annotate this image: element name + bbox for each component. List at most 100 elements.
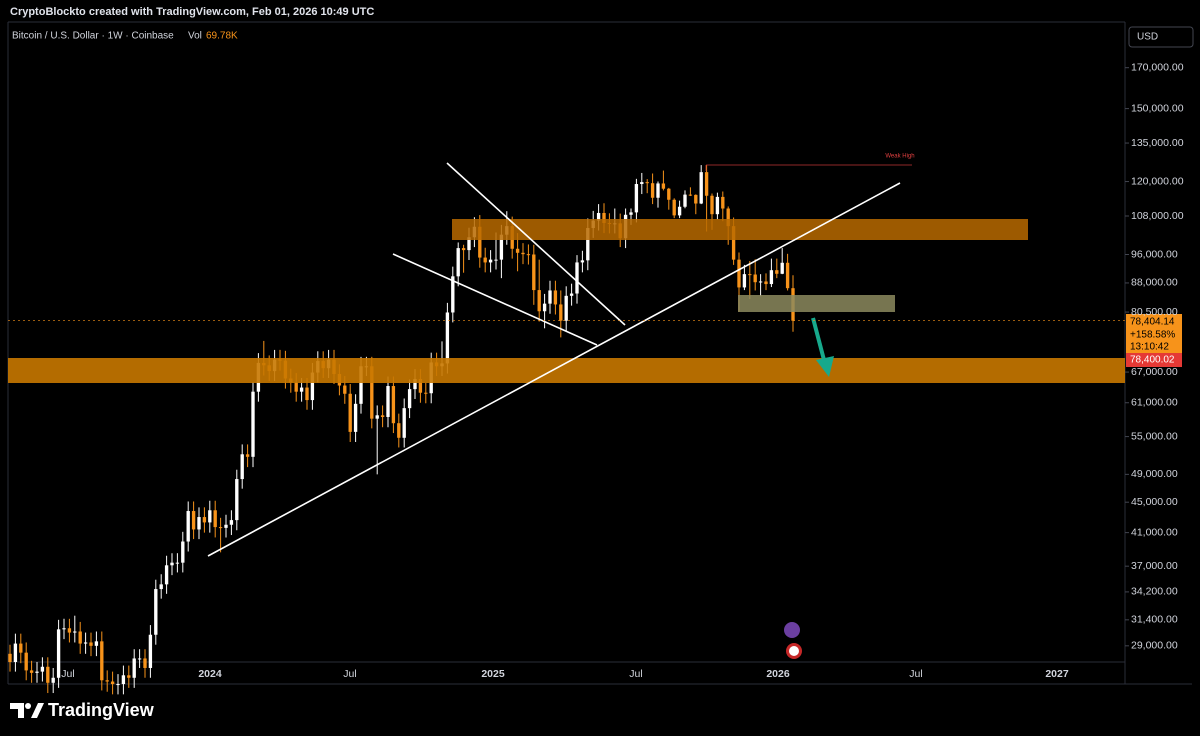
candle-body xyxy=(56,629,61,678)
candle-body xyxy=(661,183,666,189)
candle-body xyxy=(451,276,455,313)
weak-high-label: Weak High xyxy=(885,154,914,160)
candle-body xyxy=(559,304,563,321)
candle-body xyxy=(370,366,374,419)
candle-body xyxy=(677,206,682,216)
candle-body xyxy=(575,262,579,294)
candle-body xyxy=(650,183,655,198)
candle-body xyxy=(758,281,763,283)
candle-body xyxy=(46,666,50,683)
candle-body xyxy=(116,684,120,686)
candle-body xyxy=(456,248,460,277)
resistance-zone xyxy=(452,219,1028,240)
candle-body xyxy=(294,382,298,392)
y-tick-label: 49,000.00 xyxy=(1131,468,1178,480)
candle-body xyxy=(137,658,142,660)
logo: TradingView xyxy=(10,700,155,720)
candle-body xyxy=(343,385,347,394)
candle-body xyxy=(704,172,709,196)
candle-body xyxy=(769,270,774,285)
candle-body xyxy=(731,226,736,260)
candle-body xyxy=(694,194,698,204)
candle-body xyxy=(127,675,131,678)
wedge-upper xyxy=(446,162,626,326)
alert-price: 78,400.02 xyxy=(1130,355,1175,366)
candle-body xyxy=(656,183,660,198)
change: +158.58% xyxy=(1130,330,1175,341)
candle-body xyxy=(785,262,790,289)
candle-body xyxy=(40,666,45,672)
currency[interactable]: USD xyxy=(1137,32,1158,43)
currency-button[interactable] xyxy=(1128,26,1194,48)
candle-body xyxy=(532,254,536,291)
candle-body xyxy=(175,562,180,564)
symbol: Bitcoin / U.S. Dollar · 1W · Coinbase xyxy=(12,31,174,42)
credit: CryptoBlockto created with TradingView.c… xyxy=(10,6,374,18)
logo-slash xyxy=(31,703,44,718)
y-tick-label: 61,000.00 xyxy=(1131,397,1178,409)
candle-body xyxy=(499,234,504,260)
y-tick-label: 96,000.00 xyxy=(1131,248,1178,260)
candle-body xyxy=(121,675,126,685)
candle-body xyxy=(24,652,28,671)
candle-body xyxy=(742,274,747,288)
trend-line xyxy=(207,182,901,557)
candle-body xyxy=(213,510,217,528)
candle-body xyxy=(224,524,228,528)
logo-mark xyxy=(10,703,24,718)
drawings: Weak High xyxy=(8,154,1125,659)
volume-label: Vol xyxy=(188,31,202,42)
arrow-shaft xyxy=(811,317,826,361)
candle-body xyxy=(715,196,720,215)
event-icon-inner xyxy=(789,646,799,656)
wedge-lower xyxy=(392,253,598,346)
candle-body xyxy=(542,303,547,312)
candle-body xyxy=(640,182,644,185)
candle-body xyxy=(73,631,77,633)
candle-body xyxy=(688,194,693,196)
candle-body xyxy=(596,212,601,221)
candle-body xyxy=(726,208,730,227)
candle-body xyxy=(780,262,784,274)
support-zone xyxy=(8,358,1125,383)
y-tick-label: 31,400.00 xyxy=(1131,614,1178,626)
candle-body xyxy=(645,182,649,184)
brand: TradingView xyxy=(48,700,155,720)
candle-body xyxy=(445,312,450,364)
candle-body xyxy=(483,257,487,263)
candle-body xyxy=(29,670,34,673)
candle-body xyxy=(359,366,363,404)
candle-body xyxy=(721,196,725,209)
y-tick-label: 29,000.00 xyxy=(1131,640,1178,652)
candle-body xyxy=(105,680,109,682)
candle-body xyxy=(245,454,250,457)
candle-body xyxy=(305,387,309,401)
candle-body xyxy=(202,517,207,523)
event-icon[interactable] xyxy=(784,622,800,638)
candle-body xyxy=(629,212,633,215)
candle-body xyxy=(110,681,115,685)
last-price-tag xyxy=(1126,314,1182,354)
candle-body xyxy=(564,295,568,321)
candle-body xyxy=(181,541,185,563)
candle-body xyxy=(580,260,585,263)
candle-body xyxy=(397,423,401,438)
x-tick-label: 2027 xyxy=(1045,668,1069,680)
x-tick-label: Jul xyxy=(909,668,922,680)
candle-body xyxy=(67,628,72,633)
candle-body xyxy=(748,274,752,276)
candle-body xyxy=(424,392,428,394)
candle-body xyxy=(148,634,153,668)
candle-body xyxy=(154,589,158,635)
candle-body xyxy=(310,372,315,401)
candle-body xyxy=(78,631,82,644)
candle-body xyxy=(251,391,255,457)
candle-body xyxy=(478,226,482,258)
candle-body xyxy=(375,415,379,419)
y-tick-label: 120,000.00 xyxy=(1131,175,1184,187)
y-tick-label: 150,000.00 xyxy=(1131,102,1184,114)
candle-body xyxy=(159,584,163,590)
candle-body xyxy=(699,172,703,204)
